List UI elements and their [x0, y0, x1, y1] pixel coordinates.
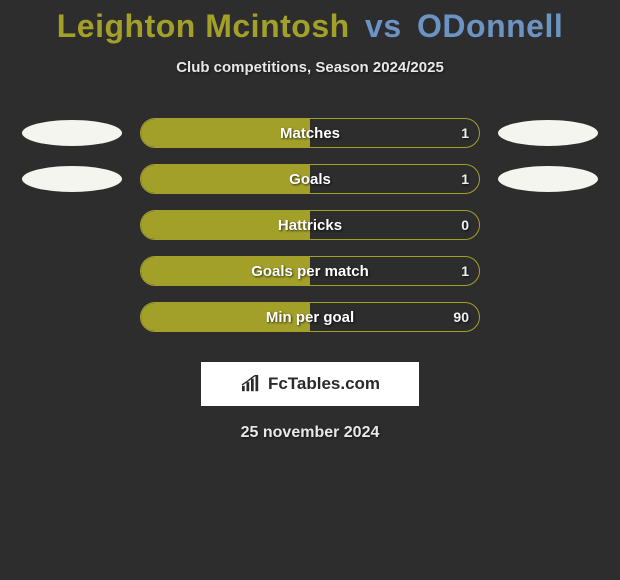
stat-label: Hattricks	[141, 211, 479, 239]
stat-value: 1	[461, 165, 469, 193]
stat-value: 1	[461, 257, 469, 285]
stat-label: Goals per match	[141, 257, 479, 285]
stat-bar: Goals 1	[140, 164, 480, 194]
stat-row: Goals 1	[0, 164, 620, 194]
stat-value: 0	[461, 211, 469, 239]
left-ellipse	[22, 120, 122, 146]
stat-bar: Min per goal 90	[140, 302, 480, 332]
stat-value: 1	[461, 119, 469, 147]
stat-row: Goals per match 1	[0, 256, 620, 286]
stat-bar: Hattricks 0	[140, 210, 480, 240]
right-ellipse	[498, 120, 598, 146]
chart-icon	[240, 375, 262, 393]
vs-text: vs	[365, 8, 402, 44]
date: 25 november 2024	[0, 424, 620, 442]
stat-bar: Matches 1	[140, 118, 480, 148]
stat-label: Min per goal	[141, 303, 479, 331]
comparison-infographic: Leighton Mcintosh vs ODonnell Club compe…	[0, 0, 620, 442]
stat-label: Goals	[141, 165, 479, 193]
left-ellipse	[22, 166, 122, 192]
stat-bar: Goals per match 1	[140, 256, 480, 286]
brand-text: FcTables.com	[268, 374, 380, 394]
stat-row: Matches 1	[0, 118, 620, 148]
right-ellipse	[498, 166, 598, 192]
stat-rows: Matches 1 Goals 1 Hattricks 0	[0, 118, 620, 332]
player2-name: ODonnell	[417, 8, 563, 44]
title: Leighton Mcintosh vs ODonnell	[0, 8, 620, 45]
subtitle: Club competitions, Season 2024/2025	[0, 59, 620, 76]
brand-box: FcTables.com	[201, 362, 419, 406]
stat-label: Matches	[141, 119, 479, 147]
stat-row: Hattricks 0	[0, 210, 620, 240]
stat-value: 90	[453, 303, 469, 331]
stat-row: Min per goal 90	[0, 302, 620, 332]
player1-name: Leighton Mcintosh	[57, 8, 350, 44]
